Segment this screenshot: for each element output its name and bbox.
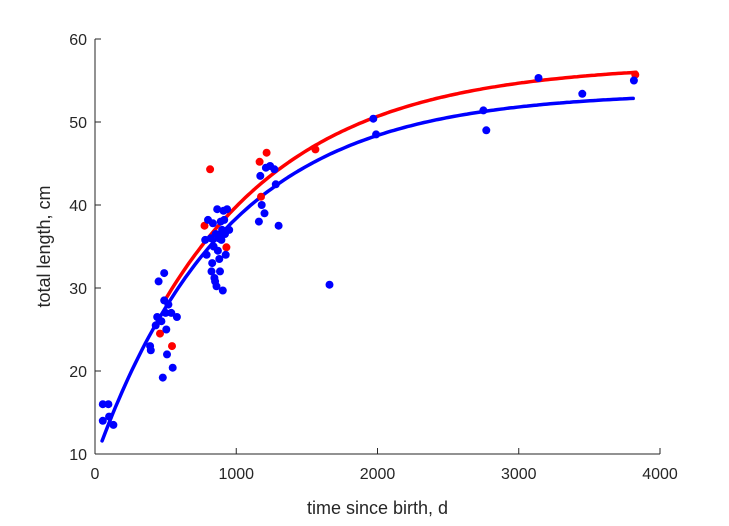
fit-curve bbox=[163, 70, 638, 301]
y-tick-label: 60 bbox=[69, 32, 87, 49]
data-point bbox=[256, 171, 265, 180]
data-point bbox=[200, 221, 209, 230]
y-tick-label: 50 bbox=[69, 115, 87, 132]
data-point bbox=[482, 126, 491, 135]
data-point bbox=[146, 346, 155, 355]
data-point bbox=[369, 114, 378, 123]
y-tick-label: 10 bbox=[69, 447, 87, 464]
data-point bbox=[271, 180, 280, 189]
data-point bbox=[220, 215, 229, 224]
data-point bbox=[163, 350, 171, 359]
data-point bbox=[578, 89, 587, 98]
data-point bbox=[372, 130, 381, 139]
x-axis-label: time since birth, d bbox=[307, 498, 448, 518]
data-point bbox=[479, 106, 488, 115]
data-point bbox=[215, 255, 224, 263]
x-tick-label: 4000 bbox=[642, 466, 678, 483]
y-tick-label: 30 bbox=[69, 281, 87, 298]
y-tick-label: 40 bbox=[69, 198, 87, 215]
fit-curve bbox=[100, 96, 635, 443]
data-point bbox=[206, 165, 215, 174]
x-tick-label: 0 bbox=[91, 466, 100, 483]
data-point bbox=[222, 243, 231, 252]
data-point bbox=[225, 225, 234, 234]
data-point bbox=[161, 308, 170, 317]
data-point bbox=[207, 267, 216, 276]
data-point bbox=[325, 280, 334, 289]
data-point bbox=[109, 420, 118, 429]
data-point bbox=[151, 321, 160, 330]
data-point bbox=[98, 400, 107, 409]
data-point bbox=[213, 246, 222, 255]
fit-curves bbox=[100, 70, 638, 443]
y-axis-label: total length, cm bbox=[34, 185, 54, 307]
data-point bbox=[311, 145, 320, 154]
data-point bbox=[164, 300, 173, 309]
data-point bbox=[255, 157, 264, 166]
data-point bbox=[167, 308, 176, 317]
data-point bbox=[158, 373, 167, 382]
data-point bbox=[629, 76, 638, 85]
data-point bbox=[160, 269, 169, 278]
data-point bbox=[208, 259, 217, 268]
data-point bbox=[162, 325, 171, 334]
tick-marks: 0 1000 2000 3000 4000 10 20 30 40 50 60 bbox=[69, 32, 678, 483]
data-point bbox=[274, 221, 283, 230]
data-point bbox=[254, 217, 263, 226]
data-point bbox=[257, 192, 265, 201]
data-point bbox=[168, 342, 176, 351]
data-point bbox=[213, 205, 222, 214]
data-point bbox=[208, 219, 217, 228]
data-point bbox=[98, 416, 107, 425]
data-point bbox=[262, 148, 271, 157]
data-point bbox=[260, 209, 269, 218]
data-point bbox=[202, 250, 211, 259]
data-point bbox=[154, 277, 163, 286]
x-tick-label: 2000 bbox=[360, 466, 396, 483]
data-point bbox=[534, 74, 543, 82]
data-points bbox=[98, 70, 640, 429]
data-point bbox=[216, 267, 224, 276]
data-point bbox=[157, 317, 166, 326]
data-point bbox=[270, 165, 279, 174]
y-tick-label: 20 bbox=[69, 364, 87, 381]
data-point bbox=[218, 286, 227, 295]
data-point bbox=[212, 282, 221, 291]
data-point bbox=[104, 400, 113, 409]
data-point bbox=[156, 329, 164, 338]
data-point bbox=[221, 250, 230, 259]
data-point bbox=[257, 201, 266, 209]
data-point bbox=[168, 363, 177, 372]
data-point bbox=[217, 235, 226, 244]
x-tick-label: 3000 bbox=[501, 466, 537, 483]
data-point bbox=[223, 205, 232, 214]
x-tick-label: 1000 bbox=[218, 466, 254, 483]
data-point bbox=[105, 412, 114, 421]
data-point bbox=[172, 313, 181, 321]
